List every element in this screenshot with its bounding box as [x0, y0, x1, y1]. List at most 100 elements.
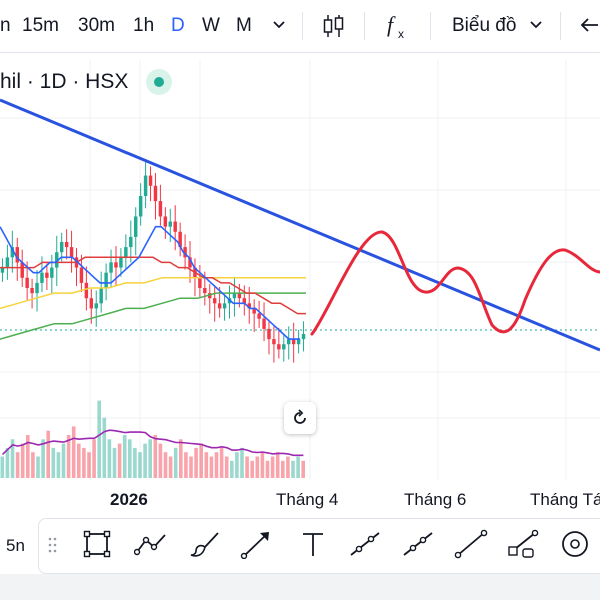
volume-bar	[10, 439, 15, 478]
volume-bar	[281, 460, 285, 478]
xaxis-label-thang-8: Tháng Tá	[530, 490, 600, 509]
fx-icon[interactable]: f x	[386, 12, 412, 46]
candles-icon[interactable]	[322, 13, 346, 45]
candle-body	[99, 288, 103, 304]
volume-bar	[194, 447, 198, 478]
volume-bar	[199, 443, 203, 478]
candle-body	[59, 242, 64, 253]
ma-long1-line	[0, 277, 306, 310]
arrow-left-icon[interactable]	[578, 14, 600, 42]
volume-bar	[77, 443, 81, 478]
symbol-title[interactable]: hil · 1D · HSX	[0, 70, 129, 93]
volume-bar	[97, 400, 101, 478]
candle-body	[114, 262, 118, 268]
candle-body	[217, 303, 222, 309]
volume-bar	[260, 452, 265, 478]
candle-body	[183, 247, 187, 258]
volume-bar	[224, 456, 229, 478]
candle-body	[25, 277, 29, 288]
trend-line-drawing	[0, 98, 600, 352]
volume-bar	[189, 456, 193, 478]
interval-15m[interactable]: 15m	[22, 15, 59, 36]
toolbar-divider	[430, 12, 431, 40]
candle-body	[35, 282, 39, 294]
segment-icon[interactable]	[507, 528, 541, 560]
candle-body	[232, 293, 237, 299]
candle-body	[257, 313, 261, 319]
candle-body	[69, 247, 74, 258]
parallel-channel-icon[interactable]	[348, 528, 382, 560]
candle-body	[89, 298, 94, 309]
candle-body	[84, 282, 89, 299]
xaxis-label-thang-6: Tháng 6	[404, 490, 467, 509]
volume-bar	[92, 439, 96, 478]
candle-body	[94, 303, 98, 309]
candle-body	[203, 288, 207, 294]
interval-partial[interactable]: n	[0, 15, 11, 36]
interval-30m[interactable]: 30m	[78, 15, 115, 36]
brush-icon[interactable]	[188, 528, 222, 560]
path-icon[interactable]	[134, 528, 168, 560]
arrow-icon[interactable]	[240, 528, 274, 560]
volume-bar	[163, 452, 168, 478]
xaxis-label-2026: 2026	[110, 490, 148, 509]
volume-bar	[296, 456, 300, 478]
interval-1h[interactable]: 1h	[133, 15, 155, 36]
trend-line-icon[interactable]	[401, 528, 435, 560]
candle-body	[30, 288, 34, 294]
interval-m[interactable]: M	[236, 15, 252, 36]
volume-bar	[250, 460, 254, 478]
chart-type-label[interactable]: Biểu đồ	[452, 15, 517, 36]
volume-bar	[143, 443, 147, 478]
text-icon[interactable]	[296, 528, 330, 560]
candle-body	[188, 257, 192, 268]
candle-body	[291, 339, 296, 345]
candle-body	[15, 247, 20, 263]
volume-bar	[0, 456, 5, 478]
toolbar-divider	[302, 12, 303, 40]
circle-target-icon[interactable]	[558, 528, 592, 560]
candle-body	[45, 272, 49, 278]
volume-bar	[184, 452, 188, 478]
volume-bar	[87, 452, 91, 478]
candle-body	[173, 221, 177, 232]
xaxis-label-thang-4: Tháng 4	[276, 490, 339, 509]
range-button[interactable]: 5n	[6, 536, 25, 555]
volume-bar	[204, 452, 209, 478]
candle-body	[10, 247, 15, 258]
volume-bar	[71, 426, 76, 478]
candle-body	[143, 175, 148, 196]
rectangle-icon[interactable]	[80, 528, 114, 560]
candle-body	[64, 242, 69, 248]
interval-d[interactable]: D	[171, 15, 185, 36]
candle-body	[178, 231, 182, 248]
chart-pane[interactable]	[0, 52, 600, 512]
svg-text:f: f	[387, 12, 396, 37]
volume-bar	[301, 460, 305, 478]
market-status-indicator[interactable]	[146, 69, 172, 95]
rotate-icon	[294, 409, 306, 424]
top-toolbar: n 15m 30m 1h D W M f x Biểu đồ	[0, 0, 600, 53]
reset-chart-button[interactable]	[284, 402, 316, 434]
volume-bar	[36, 456, 40, 478]
volume-bar	[15, 452, 20, 478]
volume-bar	[138, 452, 142, 478]
volume-bar	[26, 435, 30, 478]
drag-handle-icon[interactable]	[48, 535, 58, 555]
volume-bar	[219, 447, 224, 478]
candle-body	[282, 344, 286, 350]
candle-body	[296, 339, 301, 345]
volume-bar	[61, 443, 66, 478]
volume-bar	[255, 456, 260, 478]
chart-type-chevron-down-icon[interactable]	[529, 14, 543, 42]
interval-w[interactable]: W	[202, 15, 220, 36]
candle-body	[153, 185, 158, 202]
ray-line-icon[interactable]	[454, 528, 488, 560]
volume-bar	[230, 460, 234, 478]
interval-chevron-down-icon[interactable]	[272, 14, 286, 42]
candle-body	[138, 196, 143, 217]
volume-bar	[173, 447, 178, 478]
volume-bars	[0, 400, 305, 478]
volume-bar	[133, 447, 137, 478]
toolbar-divider	[364, 12, 365, 40]
